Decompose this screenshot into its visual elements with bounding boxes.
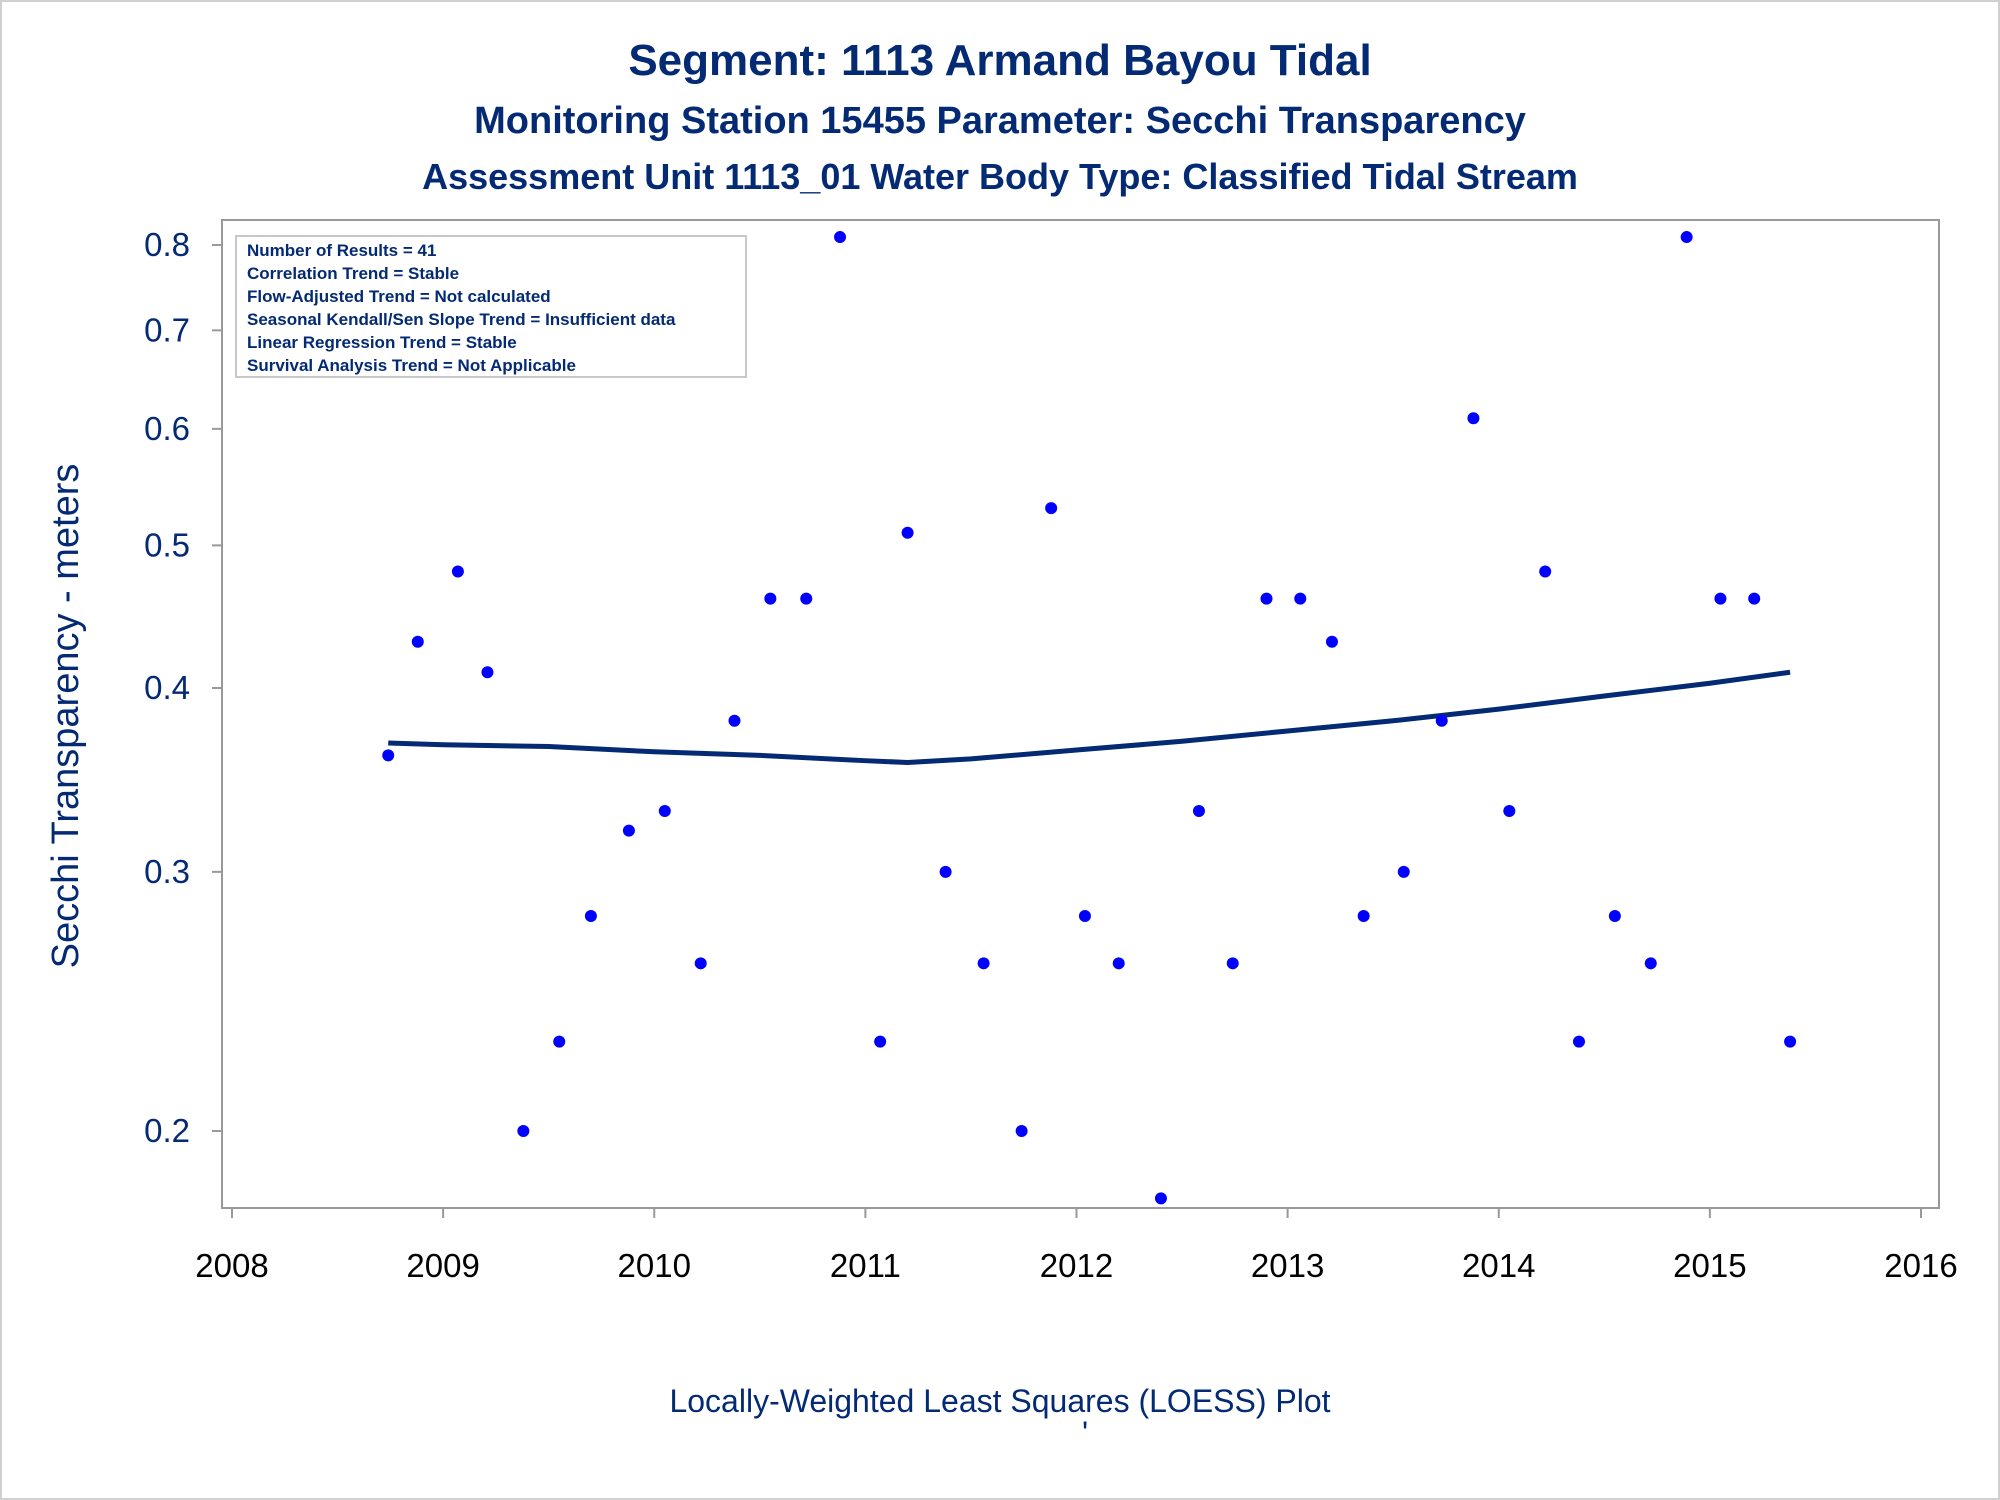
footnote-mark: ' — [1082, 1415, 1088, 1451]
plot-area-frame — [221, 219, 1940, 1209]
chart-title: Segment: 1113 Armand Bayou Tidal — [628, 36, 1372, 85]
y-tick-label: 0.7 — [144, 311, 190, 348]
data-point — [1644, 957, 1657, 970]
data-point — [1192, 804, 1205, 817]
data-point — [834, 231, 847, 244]
data-point — [517, 1125, 530, 1137]
y-axis-label: Secchi Transparency - meters — [45, 464, 87, 969]
data-point — [382, 749, 395, 762]
data-point — [1435, 714, 1448, 727]
data-point — [1467, 412, 1480, 425]
y-tick-label: 0.2 — [144, 1112, 190, 1149]
inset-line-survival-analysis: Survival Analysis Trend = Not Applicable — [247, 356, 576, 375]
data-point — [1045, 502, 1058, 515]
data-point — [694, 957, 707, 970]
inset-line-linear-regression: Linear Regression Trend = Stable — [247, 333, 517, 352]
data-point — [1226, 957, 1239, 970]
data-point — [764, 592, 777, 605]
y-axis: 0.2 0.3 0.4 0.5 0.6 0.7 0.8 — [144, 226, 222, 1149]
data-point — [1397, 865, 1410, 878]
data-point — [1112, 957, 1125, 970]
y-tick-label: 0.3 — [144, 853, 190, 890]
inset-line-seasonal-kendall: Seasonal Kendall/Sen Slope Trend = Insuf… — [247, 310, 676, 329]
y-tick-label: 0.8 — [144, 226, 190, 263]
data-point — [1154, 1192, 1167, 1205]
inset-line-flow-adjusted: Flow-Adjusted Trend = Not calculated — [247, 287, 551, 306]
data-point — [977, 957, 990, 970]
data-point — [481, 666, 494, 679]
data-point — [901, 526, 914, 539]
trend-summary-box: Number of Results = 41 Correlation Trend… — [235, 235, 747, 378]
data-point — [1357, 909, 1370, 922]
inset-line-correlation: Correlation Trend = Stable — [247, 264, 459, 283]
data-point — [939, 865, 952, 878]
trend-summary-border — [235, 235, 747, 378]
data-point — [1748, 592, 1761, 605]
data-point — [553, 1035, 566, 1048]
data-point — [658, 804, 671, 817]
y-tick-label: 0.5 — [144, 526, 190, 563]
data-point — [1680, 231, 1693, 244]
data-point — [1539, 565, 1552, 578]
x-axis: 2008 2009 2010 2011 2012 2013 2014 2015 2016 — [195, 1208, 1958, 1284]
data-point — [1078, 909, 1091, 922]
plot-footnote: Locally-Weighted Least Squares (LOESS) P… — [669, 1383, 1330, 1419]
data-point — [411, 635, 424, 648]
y-tick-label: 0.6 — [144, 410, 190, 447]
data-point — [1714, 592, 1727, 605]
data-point — [1325, 635, 1338, 648]
data-point — [584, 909, 597, 922]
data-point — [1260, 592, 1273, 605]
y-tick-label: 0.4 — [144, 669, 190, 706]
inset-line-results: Number of Results = 41 — [247, 241, 436, 260]
x-tick-label: 2009 — [406, 1247, 479, 1284]
x-tick-label: 2011 — [830, 1247, 901, 1284]
data-point — [1503, 804, 1516, 817]
x-tick-label: 2012 — [1040, 1247, 1113, 1284]
data-point — [728, 714, 741, 727]
x-tick-label: 2008 — [195, 1247, 268, 1284]
x-tick-label: 2010 — [618, 1247, 691, 1284]
x-tick-label: 2016 — [1884, 1247, 1957, 1284]
data-point — [874, 1035, 887, 1048]
x-tick-label: 2014 — [1462, 1247, 1535, 1284]
data-point — [1608, 909, 1621, 922]
data-point — [1784, 1035, 1797, 1048]
data-point — [1572, 1035, 1585, 1048]
chart-subtitle-station: Monitoring Station 15455 Parameter: Secc… — [474, 100, 1526, 142]
data-point — [800, 592, 813, 605]
data-point — [451, 565, 464, 578]
x-tick-label: 2015 — [1673, 1247, 1746, 1284]
loess-trend-line — [388, 669, 1791, 765]
x-tick-label: 2013 — [1251, 1247, 1324, 1284]
data-point — [622, 824, 635, 837]
data-points — [382, 231, 1797, 1205]
data-point — [1015, 1125, 1028, 1137]
data-point — [1294, 592, 1307, 605]
chart-subtitle-assessment: Assessment Unit 1113_01 Water Body Type:… — [422, 156, 1578, 197]
